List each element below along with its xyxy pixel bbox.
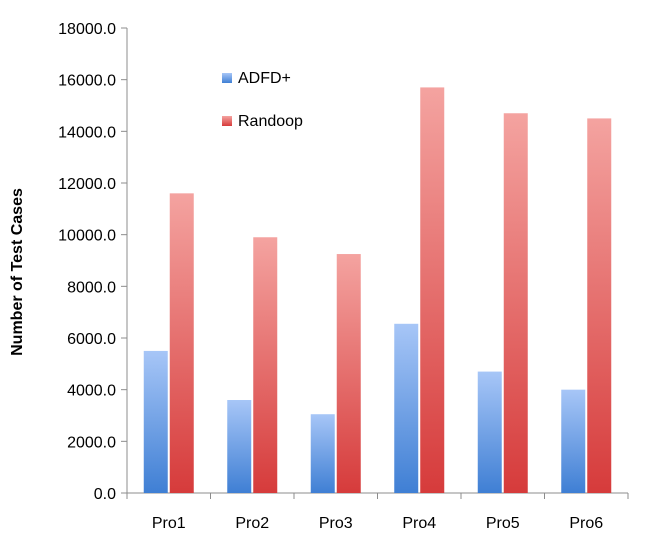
bar-adfd--pro4 (394, 323, 419, 493)
bar-adfd--pro1 (143, 350, 168, 493)
x-category-label: Pro3 (319, 515, 353, 532)
y-tick-label: 14000.0 (58, 124, 116, 141)
y-tick-label: 2000.0 (67, 434, 116, 451)
x-category-label: Pro5 (486, 515, 520, 532)
bar-randoop-pro4 (420, 87, 445, 494)
bar-randoop-pro1 (169, 193, 194, 494)
bar-randoop-pro2 (253, 237, 278, 493)
y-tick-label: 12000.0 (58, 176, 116, 193)
legend-swatch-randoop (222, 116, 232, 126)
legend-label-randoop: Randoop (238, 113, 303, 130)
y-tick-label: 18000.0 (58, 21, 116, 38)
x-category-label: Pro4 (402, 515, 436, 532)
bar-adfd--pro5 (477, 371, 502, 493)
legend: ADFD+ Randoop (222, 70, 303, 130)
y-tick-label: 10000.0 (58, 228, 116, 245)
y-tick-label: 6000.0 (67, 331, 116, 348)
plot-area: 0.0 2000.0 4000.0 6000.0 8000.0 10000.0 12000.… (58, 21, 629, 532)
x-category-label: Pro2 (235, 515, 269, 532)
bar-randoop-pro6 (587, 118, 612, 494)
legend-label-adfd-: ADFD+ (238, 70, 291, 87)
y-tick-label: 16000.0 (58, 73, 116, 90)
bar-randoop-pro5 (503, 113, 528, 493)
x-category-label: Pro6 (569, 515, 603, 532)
bar-adfd--pro6 (561, 389, 586, 493)
x-category-label: Pro1 (152, 515, 186, 532)
y-tick-label: 4000.0 (67, 383, 116, 400)
bar-adfd--pro3 (310, 414, 335, 493)
y-tick-label: 8000.0 (67, 279, 116, 296)
y-tick-label: 0.0 (94, 486, 116, 503)
legend-swatch-adfd- (222, 73, 232, 83)
bar-randoop-pro3 (336, 254, 361, 493)
y-axis-title: Number of Test Cases (9, 188, 26, 356)
bar-adfd--pro2 (227, 400, 252, 493)
